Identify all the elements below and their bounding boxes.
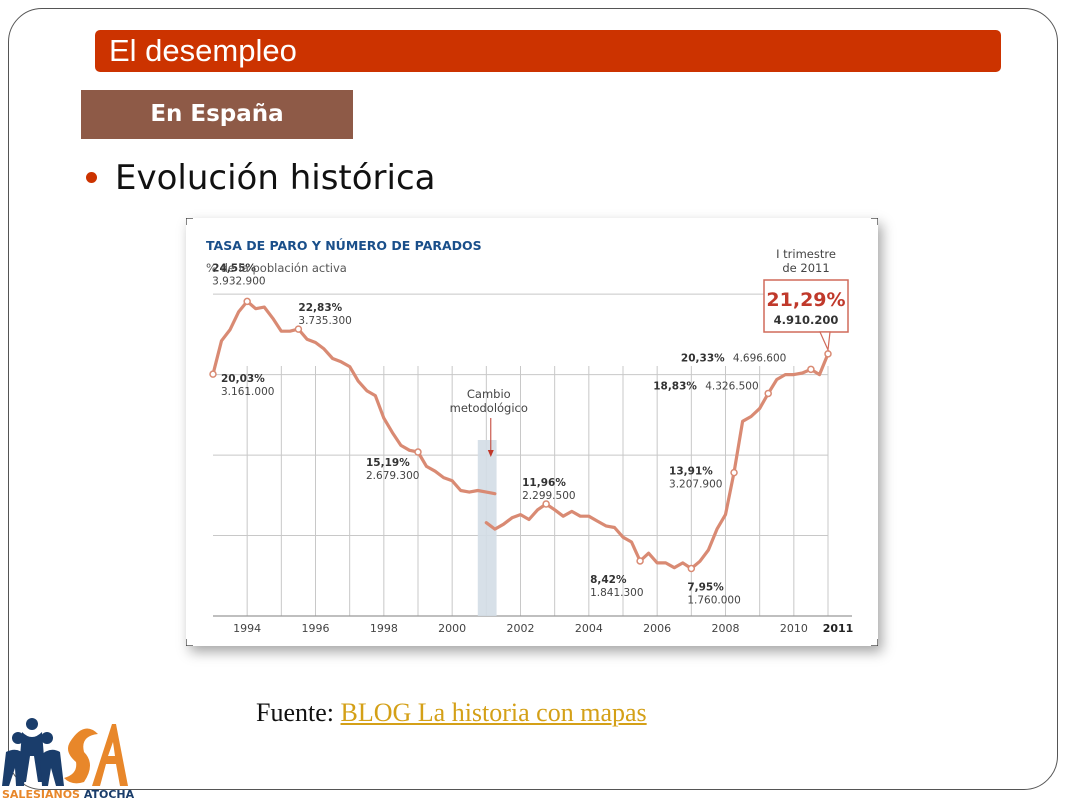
data-label-count: 1.841.300 (590, 587, 643, 599)
source-link[interactable]: BLOG La historia con mapas (340, 698, 647, 727)
highlight-caption-2: de 2011 (782, 261, 829, 275)
data-label-pct: 18,83% (653, 380, 697, 392)
data-label-count: 4.326.500 (705, 380, 758, 392)
salesianos-logo: SALESIANOS ATOCHA (0, 712, 134, 801)
x-tick-label: 2002 (507, 622, 535, 635)
logo-text: SALESIANOS ATOCHA (2, 788, 134, 801)
data-label-pct: 22,83% (298, 302, 342, 314)
data-label-count: 3.207.900 (669, 479, 722, 491)
highlight-pointer (819, 331, 831, 353)
x-tick-label: 1996 (302, 622, 330, 635)
data-label-count: 2.299.500 (522, 490, 575, 502)
bullet-text: Evolución histórica (115, 158, 436, 198)
data-label-count: 4.696.600 (733, 352, 786, 364)
x-tick-label: 1994 (233, 622, 261, 635)
data-label-pct: 8,42% (590, 574, 627, 586)
data-point-marker (764, 389, 772, 398)
x-tick-label: 2010 (780, 622, 808, 635)
method-change-band (477, 440, 497, 616)
highlight-pct: 21,29% (766, 289, 845, 311)
source-line: Fuente: BLOG La historia con mapas (256, 698, 647, 728)
data-label-pct: 24,55% (212, 262, 256, 274)
section-label-text: En España (150, 101, 284, 127)
chart-title: TASA DE PARO Y NÚMERO DE PARADOS (206, 238, 482, 253)
data-point-marker (542, 500, 550, 508)
x-tick-label: 2004 (575, 622, 603, 635)
data-label-count: 3.161.000 (221, 386, 274, 398)
data-label-pct: 20,03% (221, 373, 265, 385)
bullet-dot-icon (86, 172, 97, 183)
highlight-count: 4.910.200 (774, 313, 839, 327)
x-tick-label: 2011 (823, 622, 854, 635)
highlight-caption-1: I trimestre (776, 247, 836, 261)
data-label-count: 3.735.300 (298, 315, 351, 327)
x-tick-label: 2008 (712, 622, 740, 635)
method-change-label-1: Cambio (467, 387, 511, 401)
chart-subtitle: % de la población activa (206, 261, 347, 275)
unemployment-chart: 20,03%3.161.000 24,55%3.932.900 22,83%3.73… (186, 218, 878, 646)
logo-text-a: SALESIANOS (2, 788, 80, 801)
data-label-pct: 7,95% (687, 582, 724, 594)
data-point-marker (730, 468, 738, 477)
highlight-box (763, 279, 849, 333)
slide-title: El desempleo (109, 33, 297, 68)
data-point-marker (243, 297, 251, 306)
slide-frame (8, 8, 1058, 790)
section-label: En España (81, 90, 353, 139)
title-bar: El desempleo (95, 30, 1001, 72)
method-change-arrow-head (487, 450, 494, 457)
x-tick-label: 2006 (643, 622, 671, 635)
logo-text-b: ATOCHA (83, 788, 135, 801)
data-point-marker (636, 557, 644, 565)
logo-figures-icon (2, 718, 128, 786)
data-label-count: 2.679.300 (366, 470, 419, 482)
series-line-1 (211, 299, 497, 496)
source-label: Fuente: (256, 698, 334, 727)
data-label-pct: 15,19% (366, 457, 410, 469)
data-point-marker (294, 325, 303, 333)
x-tick-label: 2000 (438, 622, 466, 635)
data-label-pct: 13,91% (669, 466, 713, 478)
x-tick-label: 1998 (370, 622, 398, 635)
data-point-marker (807, 365, 815, 374)
data-point-marker (687, 564, 696, 573)
data-label-count: 3.932.900 (212, 275, 265, 287)
data-label-count: 1.760.000 (687, 595, 740, 607)
data-label-pct: 20,33% (681, 352, 725, 364)
method-change-label-2: metodológico (450, 401, 528, 415)
data-point-marker (824, 350, 832, 358)
data-point-marker (414, 448, 422, 456)
data-point-marker (209, 370, 217, 378)
data-label-pct: 11,96% (522, 477, 566, 489)
